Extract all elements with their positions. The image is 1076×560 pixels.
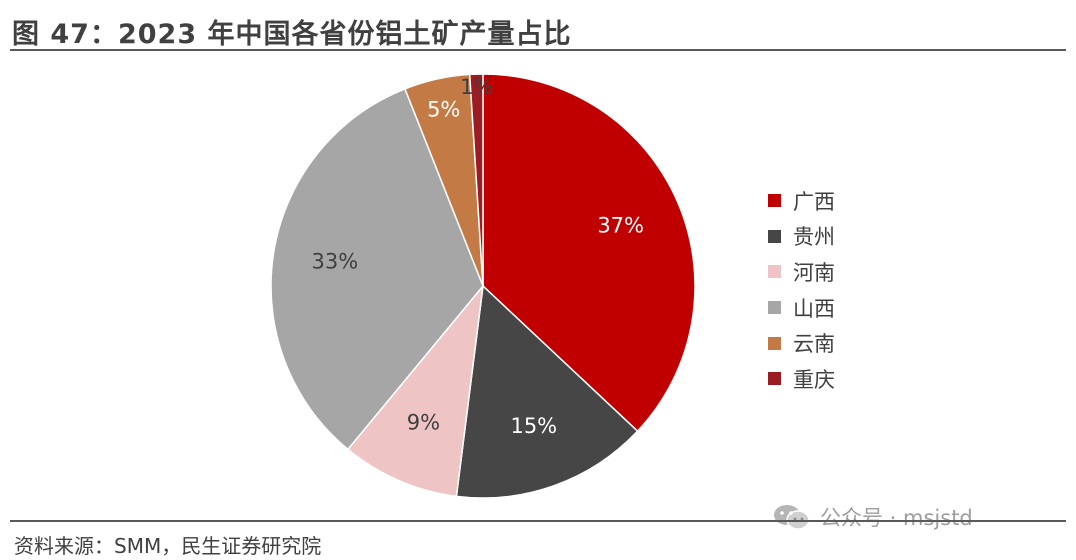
pie-slice-2 — [455, 284, 639, 499]
chart-title: 图 47：2023 年中国各省份铝土矿产量占比 — [12, 19, 572, 50]
legend-swatch — [768, 265, 781, 279]
pie-label-5: 5% — [427, 97, 460, 121]
legend-swatch — [768, 194, 781, 208]
pie-label-4: 33% — [312, 250, 359, 274]
pie-chart: 37% 15% 9% 33% 5%1% — [270, 73, 696, 499]
pie-label-6: 1% — [460, 75, 493, 99]
legend-label: 河南 — [793, 260, 835, 285]
legend-label: 山西 — [793, 296, 835, 321]
pie-slices — [270, 73, 696, 499]
pie-label-2: 15% — [510, 414, 557, 438]
legend-swatch — [768, 229, 781, 243]
pie-slice-4 — [270, 87, 484, 451]
watermark-text: 公众号 · msjstd — [820, 506, 973, 530]
source-note: 资料来源：SMM，民生证券研究院 — [14, 534, 322, 558]
pie-labels: 37% 15% 9% 33% 5%1% — [312, 75, 645, 438]
legend-item: 河南 — [768, 254, 835, 290]
legend-item: 广西 — [768, 183, 835, 219]
pie-slice-3 — [346, 283, 485, 498]
legend-label: 重庆 — [793, 367, 835, 392]
legend-swatch — [768, 301, 781, 315]
chart-legend: 广西贵州河南山西云南重庆 — [768, 183, 835, 397]
legend-item: 云南 — [768, 325, 835, 361]
legend-item: 重庆 — [768, 361, 835, 397]
legend-item: 贵州 — [768, 219, 835, 255]
legend-label: 贵州 — [793, 225, 835, 250]
title-divider — [10, 49, 1066, 51]
pie-label-3: 9% — [407, 411, 440, 435]
wechat-icon — [774, 505, 810, 530]
watermark: 公众号 · msjstd — [772, 502, 973, 532]
legend-label: 广西 — [793, 189, 835, 214]
legend-item: 山西 — [768, 290, 835, 326]
legend-label: 云南 — [793, 332, 835, 357]
legend-swatch — [768, 372, 781, 386]
pie-slice-1 — [482, 73, 696, 433]
pie-slice-6 — [468, 73, 484, 287]
footer-divider — [10, 520, 1066, 522]
pie-label-1: 37% — [597, 213, 644, 237]
legend-swatch — [768, 336, 781, 350]
